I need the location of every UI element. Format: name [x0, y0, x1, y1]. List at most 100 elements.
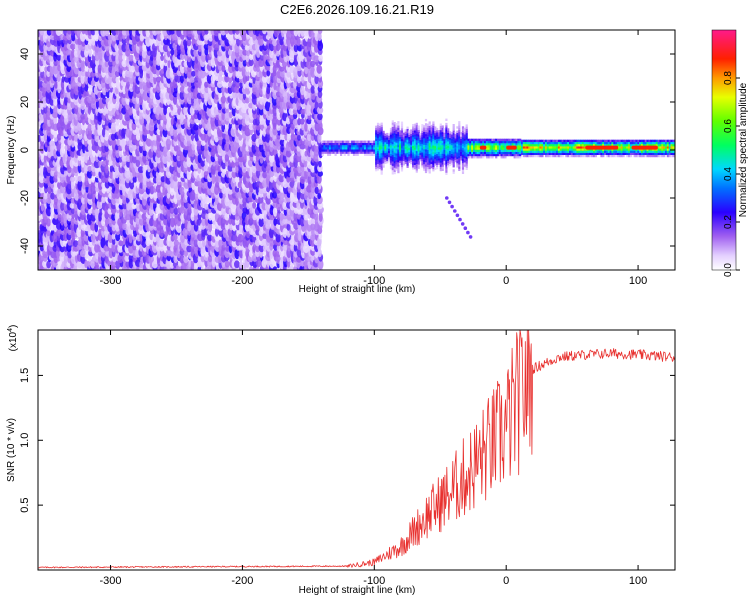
spectrogram-signal-cell — [456, 139, 459, 142]
spectrogram-signal-cell — [406, 150, 409, 153]
spectrogram-noise-cell — [94, 208, 100, 216]
spectrogram-signal-cell — [417, 134, 420, 137]
spectrogram-signal-cell — [362, 140, 365, 143]
spectrogram-signal-cell — [389, 127, 393, 131]
spectrogram-noise-cell — [187, 207, 192, 216]
spectrogram-signal-cell — [428, 127, 431, 131]
spectrogram-noise-cell — [230, 203, 238, 210]
spectrogram-signal-cell — [393, 169, 396, 172]
spectrogram-signal-cell — [400, 147, 404, 150]
spectrogram-noise-cell — [191, 70, 196, 77]
spectrogram-signal-cell — [465, 150, 468, 153]
spectrogram-signal-cell — [354, 149, 357, 152]
spectrogram-signal-cell — [424, 147, 428, 150]
spectrogram-signal-cell — [402, 150, 405, 153]
spectrogram-signal-cell — [441, 164, 444, 167]
spectrogram-signal-cell — [424, 118, 428, 122]
spectrogram-signal-cell — [445, 135, 448, 139]
spectrogram-signal-cell — [436, 147, 439, 150]
spectrogram-signal-cell — [426, 160, 429, 163]
spectrogram-signal-cell — [441, 147, 444, 150]
spectrogram-signal-cell — [434, 137, 437, 140]
spectrogram-signal-cell — [321, 147, 324, 150]
spectrogram-signal-cell — [378, 127, 381, 131]
spectrogram-signal-cell — [415, 124, 418, 128]
spectrogram-noise-cell — [149, 233, 154, 241]
spectrogram-signal-cell — [445, 159, 448, 162]
spectrogram-signal-cell — [389, 153, 393, 157]
spectrogram-signal-cell — [400, 167, 404, 170]
spectrogram-noise-cell — [318, 211, 323, 222]
spectrogram-noise-cell — [238, 134, 243, 141]
spectrogram-signal-cell — [426, 153, 429, 157]
spectrogram-noise-cell — [208, 255, 213, 263]
spectrogram-signal-cell — [469, 143, 472, 146]
spectrogram-signal-cell — [412, 147, 415, 151]
spectrogram-noise-cell — [273, 218, 278, 226]
spectrogram-signal-cell — [395, 140, 398, 143]
spectrogram-signal-cell — [461, 165, 465, 168]
spectrogram-noise-cell — [266, 69, 271, 77]
spectrogram-signal-cell — [449, 144, 452, 147]
spectrogram-signal-cell — [356, 147, 359, 150]
spectrogram-signal-cell — [428, 136, 431, 139]
spectrogram-signal-cell — [449, 152, 452, 156]
spectrogram-noise-cell — [148, 254, 154, 265]
spectrogram-signal-cell — [423, 166, 426, 169]
spectrogram-signal-cell — [413, 153, 417, 157]
spectrogram-signal-cell — [432, 138, 435, 142]
spectrogram-noise-cell — [213, 43, 220, 51]
spectrogram-signal-cell — [447, 162, 450, 166]
spectrogram-signal-cell — [400, 149, 404, 153]
spectrogram-signal-cell — [415, 155, 418, 158]
spectrogram-signal-cell — [467, 151, 470, 155]
spectrogram-signal-cell — [415, 150, 418, 154]
spectrogram-noise-cell — [187, 221, 192, 232]
spectrogram-signal-cell — [426, 147, 429, 150]
spectrogram-noise-cell — [115, 139, 121, 146]
spectrogram-signal-cell — [449, 161, 452, 164]
spectrogram-noise-cell — [117, 254, 124, 264]
spectrogram-signal-cell — [343, 140, 346, 143]
spectrogram-signal-cell — [424, 149, 428, 152]
spectrogram-noise-cell — [317, 170, 323, 177]
spectrogram-signal-cell — [397, 142, 400, 146]
spectrogram-noise-cell — [224, 142, 231, 152]
spectrogram-signal-cell — [461, 128, 465, 131]
spectrogram-signal-cell — [421, 137, 424, 140]
spectrogram-signal-cell — [400, 169, 404, 172]
spectrogram-noise-cell — [101, 195, 106, 204]
spectrogram-signal-cell — [424, 166, 428, 169]
spectrogram-signal-cell — [397, 149, 400, 152]
spectrogram-signal-cell — [378, 149, 381, 152]
spectrogram-noise-cell — [172, 233, 178, 241]
spectrogram-noise-cell — [256, 259, 262, 268]
spectrogram-signal-cell — [395, 133, 398, 137]
spectrogram-signal-cell — [432, 121, 435, 124]
spectrogram-signal-cell — [384, 161, 387, 164]
spectrogram-noise-cell — [299, 175, 306, 184]
spectrogram-signal-cell — [345, 151, 348, 154]
spectrogram-noise-cell — [39, 30, 45, 36]
spectrogram-signal-cell — [417, 153, 420, 156]
spectrogram-signal-cell — [373, 142, 376, 146]
spectrogram-signal-cell — [413, 134, 417, 137]
spectrogram-noise-cell — [155, 89, 162, 101]
spectrogram-signal-cell — [410, 161, 413, 165]
spectrogram-signal-cell — [445, 129, 448, 132]
spectrogram-signal-cell — [458, 125, 461, 128]
spectrogram-signal-cell — [327, 151, 330, 154]
spectrogram-signal-cell — [376, 166, 380, 169]
spectrogram-signal-cell — [406, 161, 409, 164]
spectrogram-signal-cell — [375, 143, 378, 146]
spectrogram-signal-cell — [336, 147, 339, 150]
spectrogram-noise-cell — [169, 30, 176, 35]
spectrogram-signal-cell — [424, 162, 428, 165]
spectrogram-signal-cell — [323, 145, 326, 148]
spectrogram-signal-cell — [362, 149, 365, 152]
spectrogram-signal-cell — [443, 134, 446, 137]
spectrogram-signal-cell — [423, 129, 426, 132]
spectrogram-noise-cell — [77, 133, 83, 140]
spectrogram-signal-cell — [356, 142, 359, 146]
spectrogram-signal-cell — [399, 130, 402, 133]
